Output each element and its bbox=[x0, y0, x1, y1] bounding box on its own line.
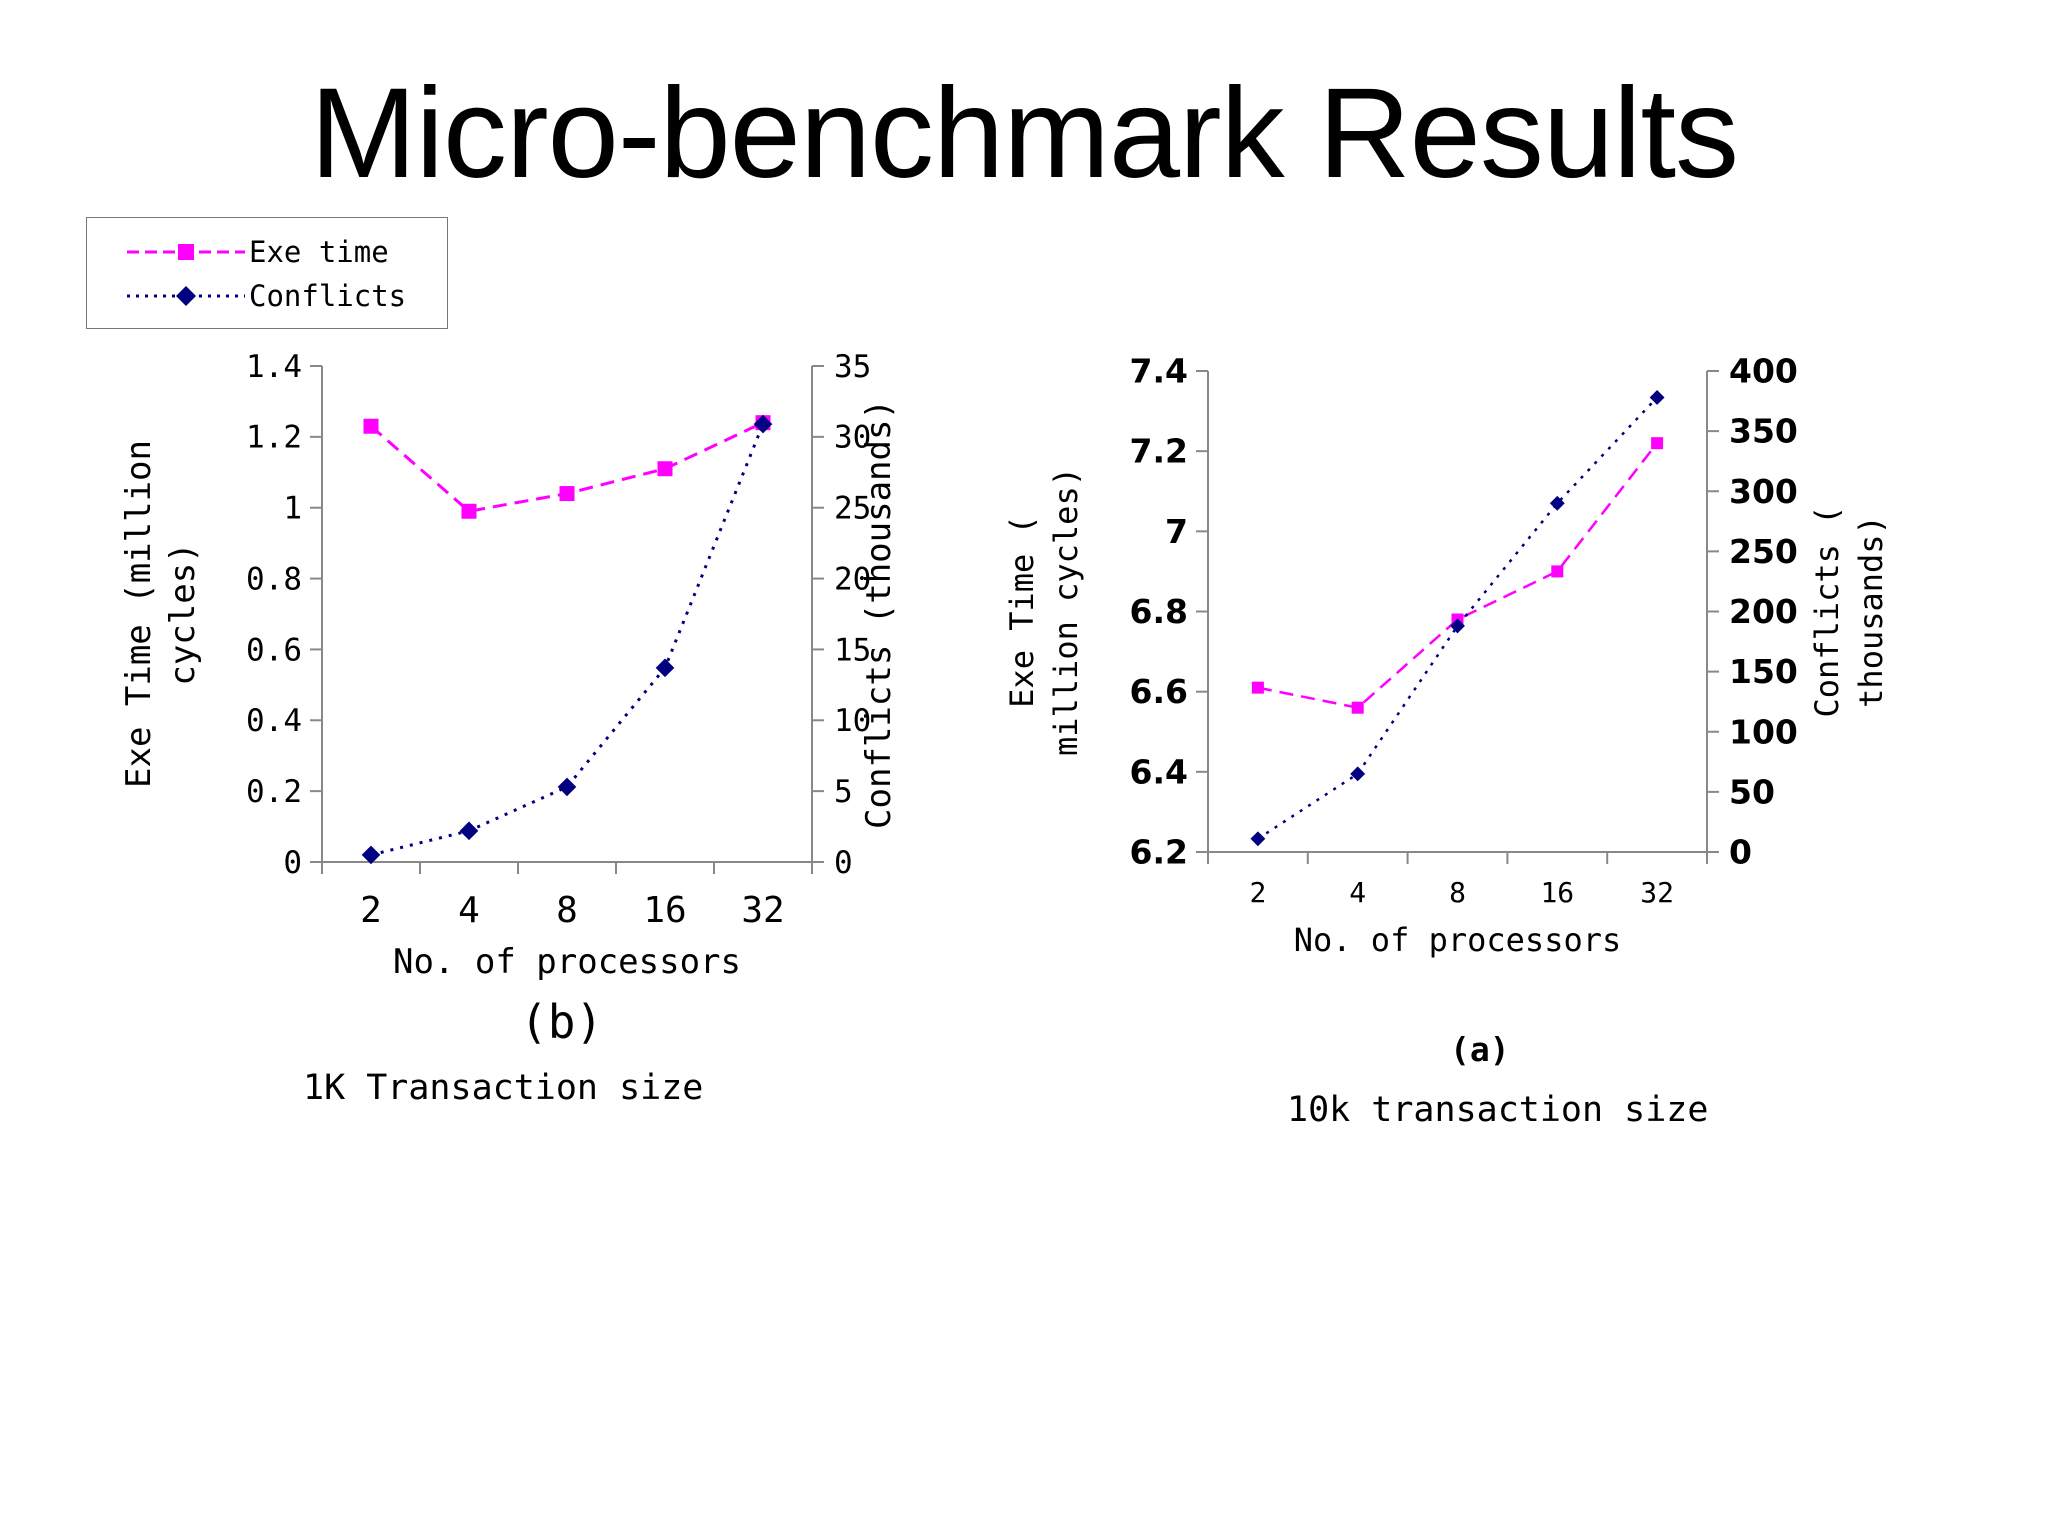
slide-title: Micro-benchmark Results bbox=[309, 62, 1739, 205]
chart-b-conflicts-line bbox=[370, 423, 765, 857]
chart-b-right-tick-label: 10 bbox=[834, 703, 871, 739]
chart-a-x-tick-label: 8 bbox=[1449, 876, 1466, 909]
chart-b-conflicts-point bbox=[361, 845, 381, 865]
chart-a-exe-time-point bbox=[1351, 701, 1364, 714]
chart-a-left-tick-label: 6.2 bbox=[1130, 833, 1188, 872]
legend-label-exe-time: Exe time bbox=[249, 235, 389, 269]
chart-a-left-tick-label: 6.8 bbox=[1130, 592, 1188, 631]
chart-b-right-tick-label: 0 bbox=[834, 845, 853, 881]
chart-a-left-axis-label: Exe Time ( bbox=[1003, 515, 1041, 708]
chart-a-x-tick-label: 2 bbox=[1249, 876, 1266, 909]
chart-b-conflicts-point bbox=[655, 658, 675, 678]
chart-a-left-tick-label: 7 bbox=[1165, 512, 1188, 551]
chart-a-right-tick-label: 150 bbox=[1729, 652, 1798, 691]
chart-a-conflicts-point bbox=[1549, 495, 1565, 511]
legend-item-conflicts: Conflicts bbox=[127, 276, 406, 316]
chart-b-left-tick-label: 0.6 bbox=[246, 632, 302, 668]
chart-a-exe-time-point bbox=[1551, 565, 1564, 578]
chart-a-conflicts-point bbox=[1450, 618, 1465, 634]
chart-b-right-tick-label: 35 bbox=[834, 349, 871, 385]
chart-b-left-tick-label: 1 bbox=[283, 491, 302, 527]
chart-b-x-axis-label: No. of processors bbox=[393, 942, 741, 982]
chart-b-right-tick-label: 5 bbox=[834, 774, 853, 810]
chart-a-x-axis-label: No. of processors bbox=[1294, 921, 1622, 959]
chart-a-caption: 10k transaction size bbox=[1287, 1090, 1709, 1130]
chart-a-exe-time-point bbox=[1251, 681, 1264, 694]
chart-a-conflicts-point bbox=[1350, 766, 1366, 782]
legend-swatch-square-icon bbox=[127, 244, 245, 260]
chart-b-left-tick-label: 0.4 bbox=[246, 703, 302, 739]
chart-b-x-tick-label: 16 bbox=[643, 890, 686, 931]
chart-b-x-tick-label: 8 bbox=[556, 890, 578, 931]
chart-a-right-axis-label: thousands) bbox=[1852, 515, 1890, 708]
chart-b-right-axis-label: Conflicts (thousands) bbox=[859, 399, 899, 829]
chart-b-right-tick-label: 30 bbox=[834, 420, 871, 456]
chart-a-left-tick-label: 6.4 bbox=[1130, 752, 1188, 791]
chart-b-exe-time-point bbox=[461, 503, 477, 519]
chart-b-caption: 1K Transaction size bbox=[303, 1068, 704, 1108]
chart-b-x-tick-label: 2 bbox=[360, 890, 382, 931]
chart-a-left-tick-label: 6.6 bbox=[1130, 672, 1188, 711]
chart-a-right-tick-label: 50 bbox=[1729, 772, 1775, 811]
chart-a-x-tick-label: 32 bbox=[1640, 876, 1674, 909]
chart-b-right-tick-label: 25 bbox=[834, 491, 871, 527]
chart-b-right-tick-label: 15 bbox=[834, 632, 871, 668]
chart-b-left-tick-label: 0.2 bbox=[246, 774, 302, 810]
chart-b-left-axis-label: cycles) bbox=[163, 542, 203, 685]
chart-a-left-axis-label: million cycles) bbox=[1047, 467, 1085, 756]
chart-b-left-tick-label: 0 bbox=[283, 845, 302, 881]
chart-a-right-tick-label: 350 bbox=[1729, 412, 1798, 451]
chart-b-left-tick-label: 1.2 bbox=[246, 420, 302, 456]
chart-a-right-tick-label: 400 bbox=[1729, 352, 1798, 391]
chart-b-right-tick-label: 20 bbox=[834, 561, 871, 597]
chart-b-caption-letter: (b) bbox=[520, 995, 604, 1049]
chart-a-right-tick-label: 250 bbox=[1729, 532, 1798, 571]
chart-legend: Exe time Conflicts bbox=[86, 217, 448, 329]
chart-a-x-tick-label: 16 bbox=[1540, 876, 1574, 909]
chart-a-conflicts-point bbox=[1649, 390, 1665, 405]
chart-a-right-tick-label: 200 bbox=[1729, 592, 1798, 631]
chart-a-exe-time-line bbox=[1257, 442, 1659, 710]
chart-b-left-axis-label: Exe Time (million bbox=[119, 440, 159, 788]
chart-b-exe-time-point bbox=[657, 461, 673, 477]
chart-b-left-tick-label: 1.4 bbox=[246, 349, 302, 385]
chart-a-left-tick-label: 7.4 bbox=[1130, 352, 1188, 391]
chart-a-right-axis-label: Conflicts ( bbox=[1808, 506, 1846, 718]
chart-b-exe-time-point bbox=[363, 418, 379, 434]
chart-b-exe-time-point bbox=[559, 486, 575, 502]
chart-b-x-tick-label: 4 bbox=[458, 890, 480, 931]
chart-a-conflicts-point bbox=[1250, 831, 1266, 847]
chart-a-left-tick-label: 7.2 bbox=[1130, 432, 1188, 471]
chart-a-caption-letter: (a) bbox=[1450, 1030, 1510, 1069]
chart-b-x-tick-label: 32 bbox=[741, 890, 784, 931]
legend-swatch-diamond-icon bbox=[127, 286, 245, 306]
chart-a-right-tick-label: 300 bbox=[1729, 472, 1798, 511]
chart-a-x-tick-label: 4 bbox=[1349, 876, 1366, 909]
chart-a-exe-time-point bbox=[1651, 437, 1664, 450]
chart-b-conflicts-point bbox=[753, 414, 773, 434]
legend-label-conflicts: Conflicts bbox=[249, 279, 407, 313]
chart-b-conflicts-point bbox=[557, 777, 577, 797]
chart-b-left-tick-label: 0.8 bbox=[246, 561, 302, 597]
chart-b-conflicts-point bbox=[459, 821, 479, 841]
chart-a-right-tick-label: 100 bbox=[1729, 712, 1798, 751]
legend-item-exe-time: Exe time bbox=[127, 232, 389, 272]
chart-a-right-tick-label: 0 bbox=[1729, 833, 1752, 872]
